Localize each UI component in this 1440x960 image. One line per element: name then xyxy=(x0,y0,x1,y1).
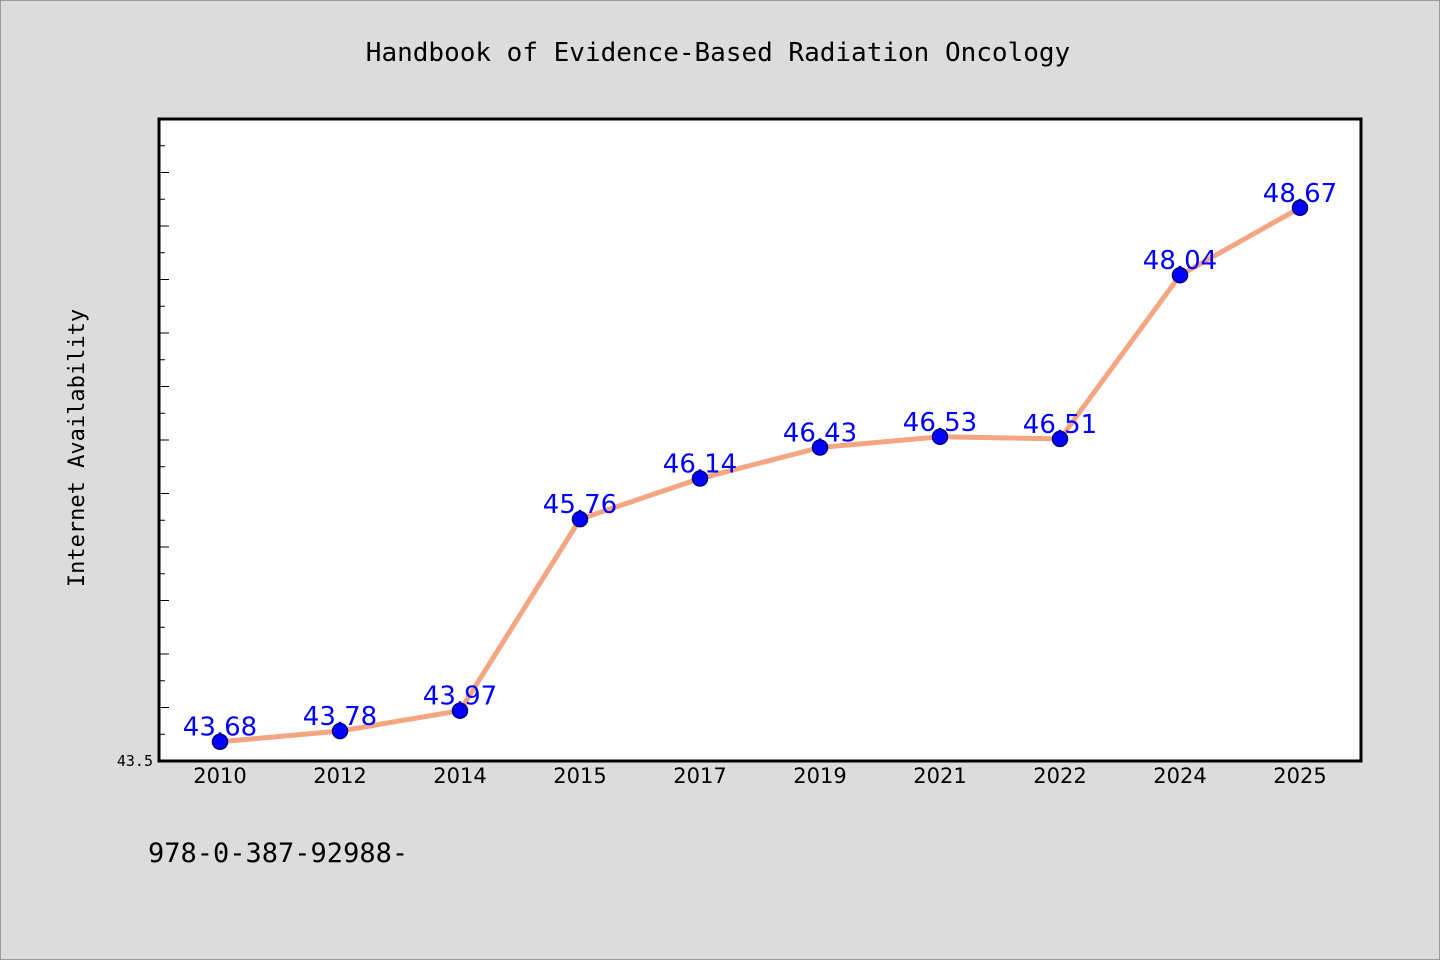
plot-area xyxy=(157,117,1363,763)
series-line xyxy=(217,205,1303,745)
data-point-marker xyxy=(1051,430,1069,448)
x-axis-tick-labels: 2010 2012 2014 2015 2017 2019 2021 2022 2024 2025 xyxy=(193,764,1326,788)
data-point-marker xyxy=(571,510,589,528)
y-axis-label: Internet Availability xyxy=(65,309,90,587)
data-point-marker xyxy=(1291,199,1309,217)
footer-isbn-text: 978-0-387-92988- xyxy=(148,838,408,869)
x-tick-label: 2014 xyxy=(433,764,486,788)
x-tick-label: 2015 xyxy=(553,764,606,788)
data-point-marker xyxy=(451,702,469,719)
y-tick-label: 43.5 xyxy=(117,752,153,770)
data-point-marker xyxy=(211,733,229,750)
x-tick-label: 2022 xyxy=(1033,764,1086,788)
x-tick-label: 2021 xyxy=(913,764,966,788)
data-point-marker xyxy=(691,470,709,487)
x-tick-label: 2010 xyxy=(193,764,246,788)
y-axis-ticks xyxy=(159,145,169,735)
data-point-marker xyxy=(1171,266,1189,284)
data-point-marker xyxy=(331,722,349,740)
data-point-marker xyxy=(811,439,829,456)
x-tick-label: 2017 xyxy=(673,764,726,788)
x-tick-label: 2025 xyxy=(1273,764,1326,788)
chart-title: Handbook of Evidence-Based Radiation Onc… xyxy=(366,38,1070,68)
x-tick-label: 2019 xyxy=(793,764,846,788)
x-tick-label: 2012 xyxy=(313,764,366,788)
data-point-marker xyxy=(931,428,949,446)
x-tick-label: 2024 xyxy=(1153,764,1206,788)
